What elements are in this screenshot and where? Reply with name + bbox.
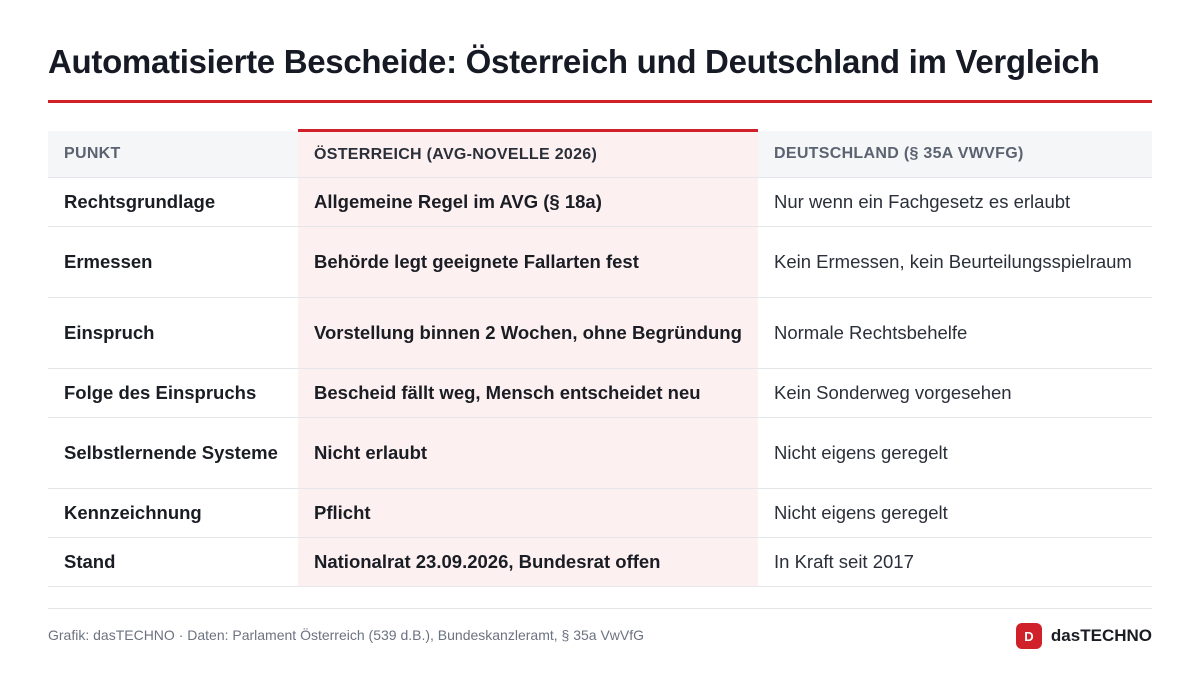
table-row: Einspruch Vorstellung binnen 2 Wochen, o… [48,297,1152,369]
cell-deutschland: Kein Ermessen, kein Beurteilungsspielrau… [758,226,1152,298]
cell-deutschland: Nicht eigens geregelt [758,488,1152,538]
title-divider [48,100,1152,103]
header-oesterreich: Österreich (AVG-Novelle 2026) [298,129,758,178]
footer-divider [48,608,1152,609]
row-label: Folge des Einspruchs [48,368,298,418]
cell-oesterreich: Pflicht [298,488,758,538]
brand-name: dasTECHNO [1050,626,1152,645]
table-row: Rechtsgrundlage Allgemeine Regel im AVG … [48,177,1152,227]
row-label: Einspruch [48,297,298,369]
header-punkt: Punkt [48,130,298,178]
table-row: Folge des Einspruchs Bescheid fällt weg,… [48,368,1152,418]
table-row: Kennzeichnung Pflicht Nicht eigens gereg… [48,488,1152,538]
brand-logo[interactable]: D dasTECHNO [1015,623,1152,649]
cell-deutschland: Kein Sonderweg vorgesehen [758,368,1152,418]
comparison-table: Punkt Österreich (AVG-Novelle 2026) Deut… [48,129,1152,587]
cell-deutschland: Nicht eigens geregelt [758,417,1152,489]
table-row: Stand Nationalrat 23.09.2026, Bundesrat … [48,537,1152,587]
cell-deutschland: In Kraft seit 2017 [758,537,1152,587]
cell-oesterreich: Allgemeine Regel im AVG (§ 18a) [298,177,758,227]
cell-oesterreich: Nicht erlaubt [298,417,758,489]
cell-deutschland: Nur wenn ein Fachgesetz es erlaubt [758,177,1152,227]
table-header-row: Punkt Österreich (AVG-Novelle 2026) Deut… [48,129,1152,178]
row-label: Stand [48,537,298,587]
row-label: Ermessen [48,226,298,298]
cell-oesterreich: Behörde legt geeignete Fallarten fest [298,226,758,298]
cell-oesterreich: Nationalrat 23.09.2026, Bundesrat offen [298,537,758,587]
cell-deutschland: Normale Rechtsbehelfe [758,297,1152,369]
table-row: Selbstlernende Systeme Nicht erlaubt Nic… [48,417,1152,489]
row-label: Rechtsgrundlage [48,177,298,227]
header-deutschland: Deutschland (§ 35a VwVfG) [758,130,1152,178]
table-row: Ermessen Behörde legt geeignete Fallarte… [48,226,1152,298]
row-label: Selbstlernende Systeme [48,417,298,489]
cell-oesterreich: Vorstellung binnen 2 Wochen, ohne Begrün… [298,297,758,369]
cell-oesterreich: Bescheid fällt weg, Mensch entscheidet n… [298,368,758,418]
brand-badge-icon: D [1015,623,1042,649]
row-label: Kennzeichnung [48,488,298,538]
page-title: Automatisierte Bescheide: Österreich und… [48,43,1100,80]
source-note: Grafik: dasTECHNO · Daten: Parlament Öst… [48,627,645,643]
